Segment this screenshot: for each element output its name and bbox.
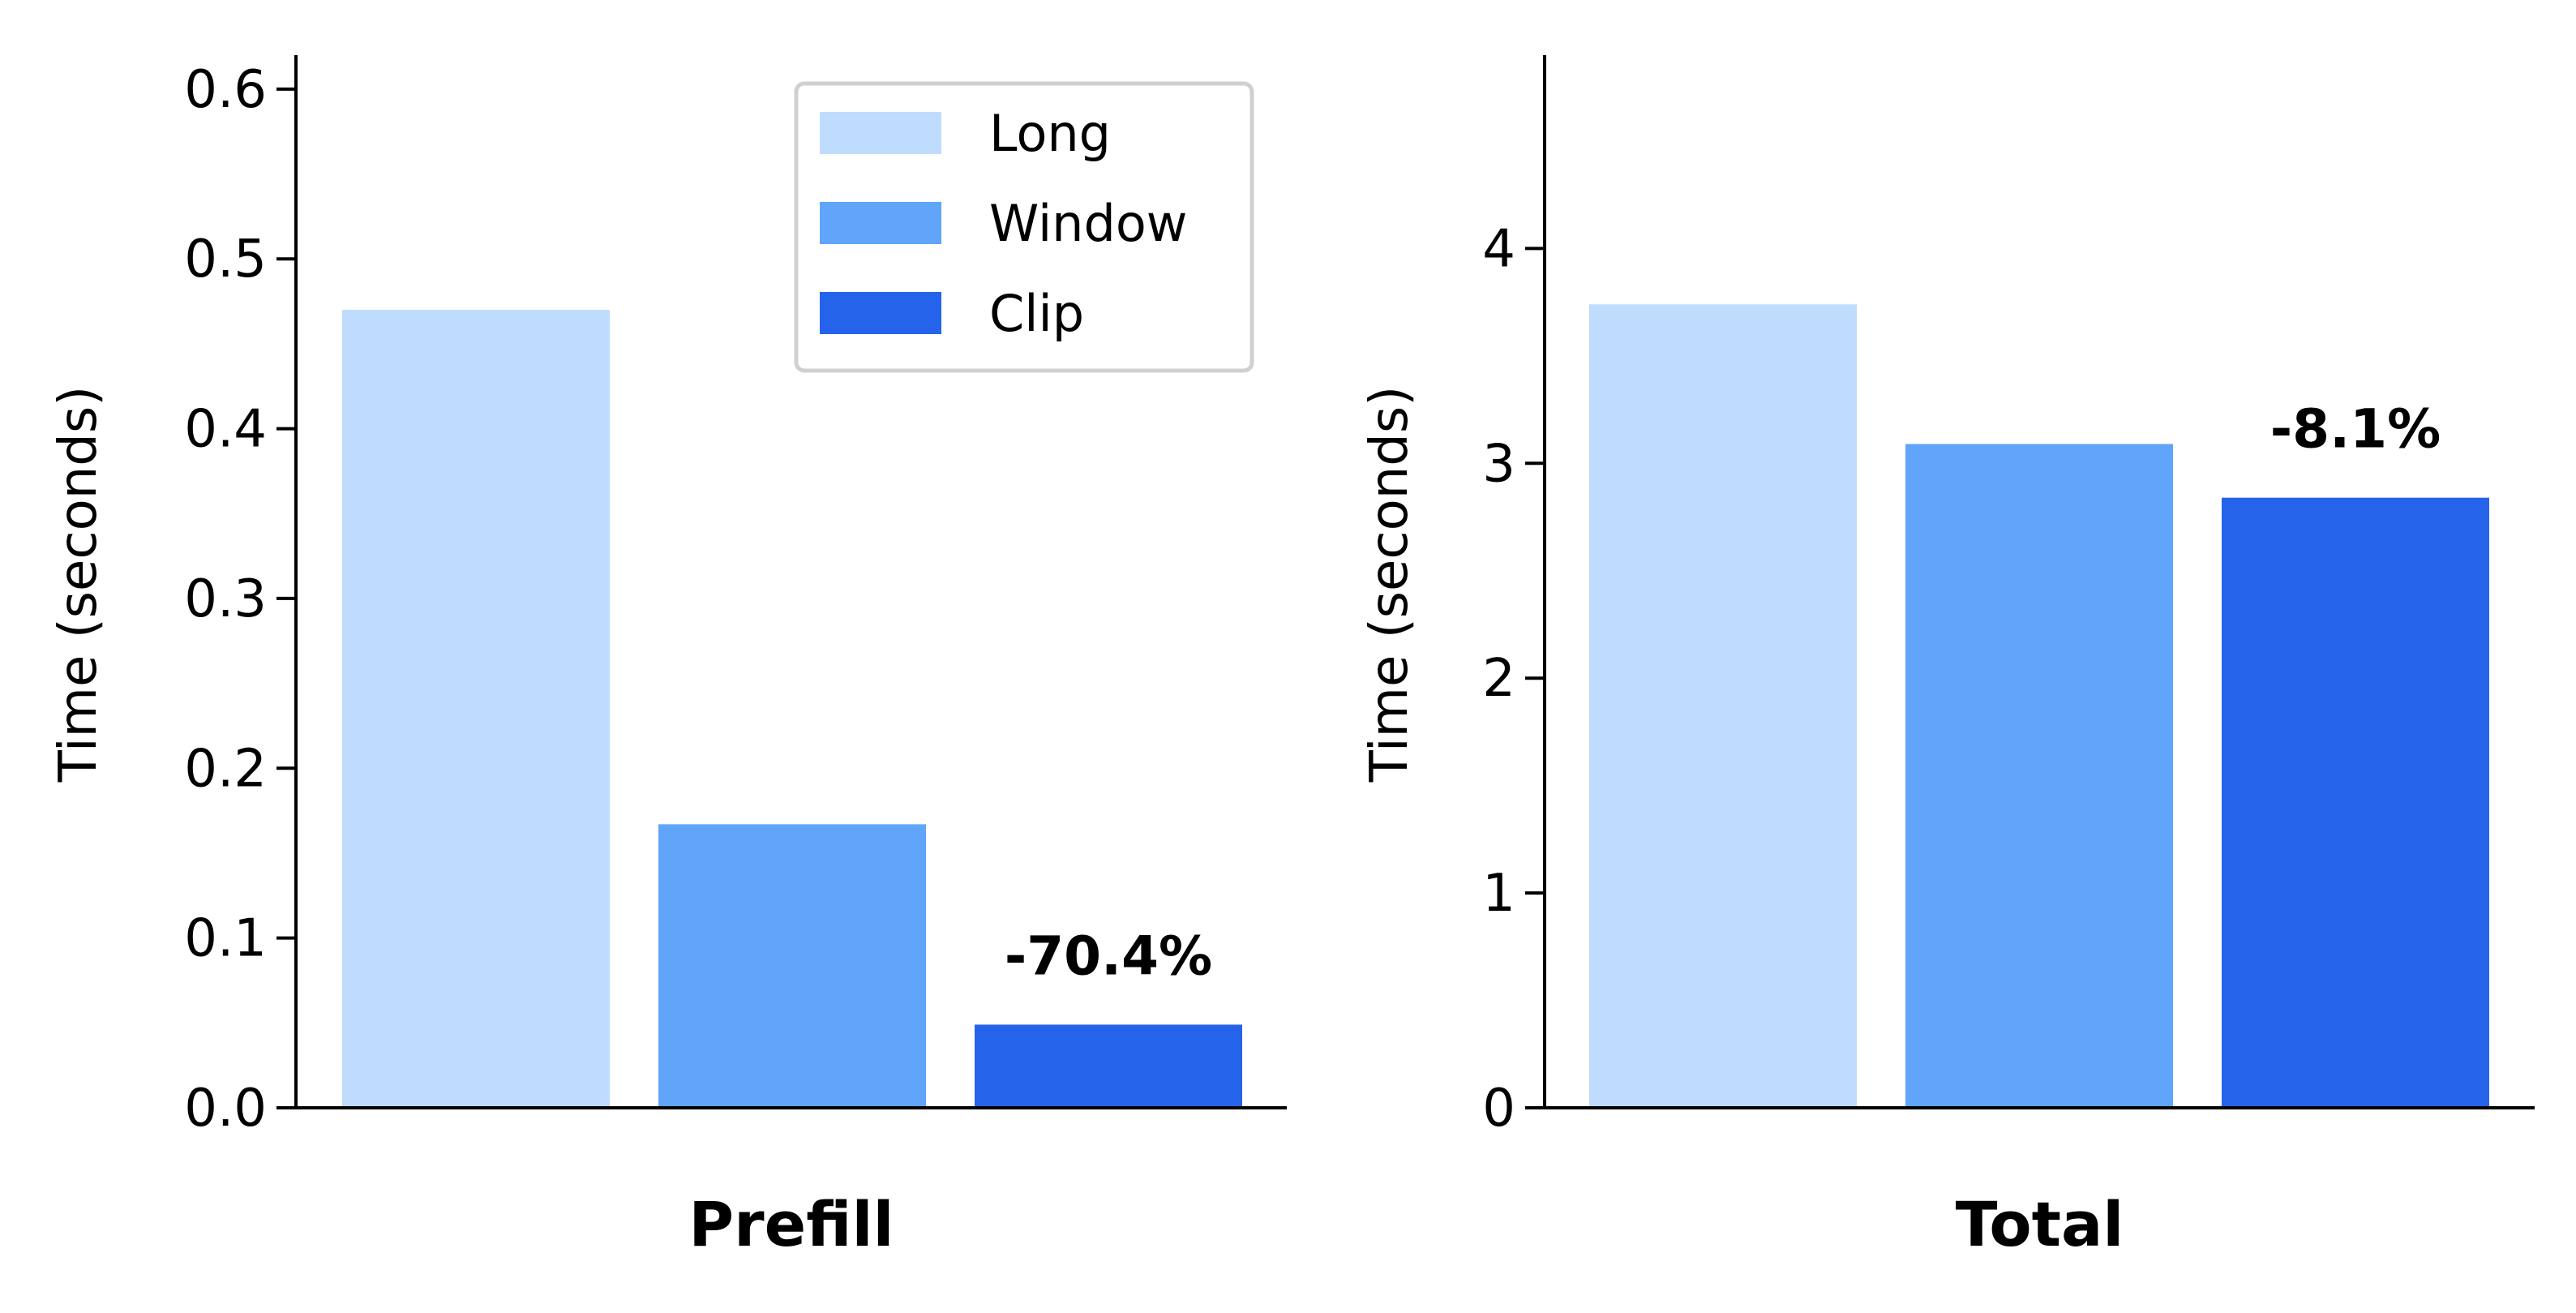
bar-long — [342, 310, 610, 1109]
bar-clip — [975, 1024, 1242, 1108]
y-tick-label: 1 — [1482, 864, 1515, 924]
y-axis-title: Time (seconds) — [49, 386, 109, 783]
bar-window — [658, 824, 926, 1108]
bar-clip — [2222, 497, 2489, 1108]
y-tick-label: 0.5 — [184, 230, 267, 290]
legend-label-long: Long — [989, 104, 1111, 163]
y-tick-label: 0.1 — [184, 909, 267, 969]
bar-window — [1905, 444, 2173, 1108]
reduction-annotation: -70.4% — [1005, 925, 1212, 987]
x-axis-label: Total — [1956, 1188, 2124, 1260]
total-panel: 0 1 2 3 4 Time (seconds) Total -8.1% — [1360, 55, 2535, 1260]
legend-label-clip: Clip — [989, 284, 1084, 343]
legend: Long Window Clip — [794, 81, 1254, 373]
y-tick-label: 2 — [1482, 649, 1515, 709]
reduction-annotation: -8.1% — [2270, 398, 2441, 461]
y-tick-label: 0.3 — [184, 569, 267, 629]
legend-swatch-window — [820, 202, 941, 244]
y-tick-label: 0.0 — [184, 1079, 267, 1139]
legend-swatch-clip — [820, 292, 941, 334]
y-tick-label: 0 — [1482, 1079, 1515, 1139]
x-axis-label: Prefill — [688, 1188, 894, 1260]
legend-swatch-long — [820, 112, 941, 154]
legend-label-window: Window — [989, 194, 1187, 253]
y-tick-label: 0.2 — [184, 739, 267, 799]
y-axis-title: Time (seconds) — [1360, 386, 1420, 783]
bar-long — [1589, 304, 1857, 1109]
y-tick-label: 0.4 — [184, 400, 267, 460]
y-tick-label: 0.6 — [184, 60, 267, 120]
y-tick-label: 3 — [1482, 434, 1515, 494]
prefill-panel: 0.0 0.1 0.2 0.3 0.4 0.5 0.6 Time (seconds) Prefi… — [49, 55, 1287, 1260]
y-tick-label: 4 — [1482, 219, 1515, 279]
